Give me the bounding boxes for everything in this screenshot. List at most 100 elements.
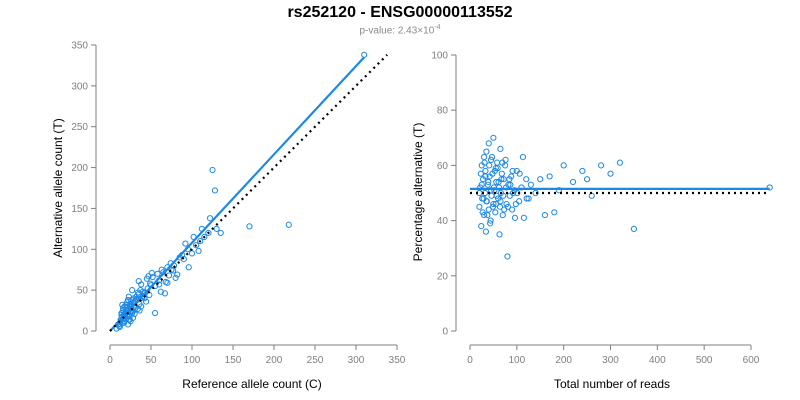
chart-title: rs252120 - ENSG00000113552 (287, 4, 513, 21)
data-point (361, 51, 368, 58)
data-point (560, 162, 567, 169)
data-point (211, 187, 219, 194)
data-point (607, 170, 614, 177)
x-tick-label: 100 (508, 355, 525, 366)
x-tick-label: 600 (743, 355, 760, 366)
data-point (504, 253, 511, 260)
data-point (520, 214, 527, 221)
data-point (478, 181, 485, 188)
data-point (491, 167, 498, 175)
data-point (487, 187, 495, 194)
x-tick-label: 300 (348, 355, 365, 366)
data-point (502, 156, 509, 163)
data-point (484, 211, 491, 219)
data-point (170, 267, 177, 274)
x-tick-label: 0 (467, 355, 473, 366)
x-tick-label: 400 (649, 355, 666, 366)
data-point (488, 154, 496, 161)
data-point (135, 278, 142, 285)
data-point (138, 303, 145, 310)
data-point (498, 170, 505, 177)
y-axis-label: Percentage alternative (T) (411, 123, 425, 262)
data-point (156, 281, 163, 288)
data-point (487, 217, 494, 224)
data-point (206, 215, 214, 222)
data-point (129, 287, 136, 294)
data-point (148, 269, 155, 277)
pvalue-exponent: -4 (434, 24, 441, 31)
data-point (497, 145, 504, 152)
chart-subtitle: p-value: 2.43×10-4 (0, 24, 800, 36)
data-point (213, 225, 220, 232)
data-point (172, 274, 179, 281)
data-point (154, 270, 161, 277)
y-axis-label: Alternative allele count (T) (51, 118, 65, 257)
y-tick-label: 250 (71, 122, 88, 133)
data-point (519, 154, 527, 161)
data-point (569, 178, 577, 186)
data-point (142, 298, 150, 305)
data-point (482, 228, 490, 235)
x-tick-label: 350 (389, 355, 406, 366)
data-point (583, 176, 591, 183)
y-tick-label: 100 (431, 51, 448, 62)
data-point (489, 203, 497, 210)
data-point (493, 178, 500, 186)
y-tick-label: 80 (437, 106, 449, 117)
data-point (506, 176, 513, 183)
data-point (492, 165, 499, 172)
data-point (499, 159, 506, 166)
data-point (129, 314, 137, 322)
reference-line (109, 54, 388, 332)
data-point (246, 223, 253, 230)
x-tick-label: 150 (225, 355, 242, 366)
data-point (511, 214, 519, 221)
data-point (119, 301, 126, 308)
data-point (485, 178, 492, 186)
y-tick-label: 100 (71, 245, 88, 256)
data-point (523, 195, 530, 202)
data-point (630, 225, 638, 232)
y-tick-label: 60 (437, 161, 449, 172)
x-tick-label: 200 (555, 355, 572, 366)
x-tick-label: 50 (145, 355, 157, 366)
y-tick-label: 200 (71, 163, 88, 174)
data-point (197, 238, 204, 245)
data-point (501, 206, 508, 213)
data-point (499, 211, 506, 219)
data-point (128, 304, 135, 311)
data-point (124, 296, 132, 304)
data-point (555, 187, 563, 194)
data-point (493, 192, 500, 199)
x-tick-label: 100 (184, 355, 201, 366)
data-point (516, 170, 523, 177)
data-point (142, 289, 149, 296)
data-point (182, 240, 189, 247)
y-tick-label: 300 (71, 81, 88, 92)
x-axis-label: Reference allele count (C) (182, 377, 321, 391)
data-point (209, 166, 216, 174)
data-point (201, 233, 208, 241)
data-point (485, 206, 492, 213)
data-point (496, 231, 503, 238)
data-point (532, 189, 539, 197)
x-tick-label: 0 (107, 355, 113, 366)
data-point (136, 307, 143, 314)
data-point (509, 167, 516, 175)
y-tick-label: 150 (71, 204, 88, 215)
y-tick-label: 20 (437, 271, 449, 282)
scatter-panel-percentage: Total number of reads Percentage alterna… (411, 51, 773, 391)
data-point (483, 148, 490, 155)
data-point (149, 273, 156, 281)
data-point (131, 310, 138, 317)
data-point (509, 189, 517, 197)
data-point (174, 271, 181, 278)
data-point (495, 178, 502, 186)
data-point (480, 195, 487, 202)
data-point (217, 229, 224, 237)
data-point (152, 309, 159, 317)
data-point (180, 255, 187, 263)
data-point (158, 266, 165, 273)
